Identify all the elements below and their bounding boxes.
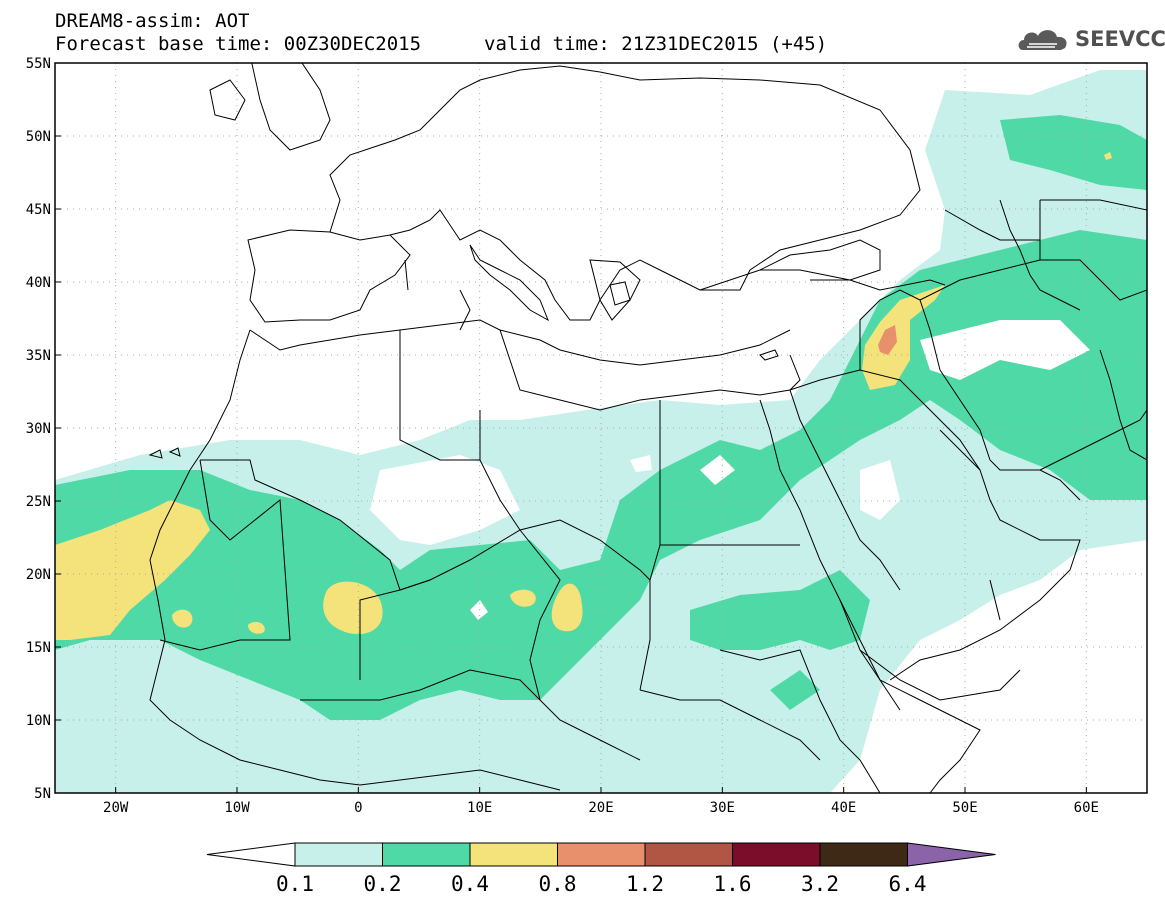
lon-label: 20W [103,800,129,816]
aot-clear-areas [370,320,1090,620]
lat-label: 55N [26,56,51,72]
longitude-labels: 20W 10W 0 10E 20E 30E 40E 50E 60E [103,787,1099,816]
lon-label: 10E [467,800,492,816]
colorbar-label: 0.4 [451,872,489,896]
aot-shading [55,70,1147,793]
lon-label: 10W [224,800,250,816]
forecast-base-time: Forecast base time: 00Z30DEC2015 [55,33,422,55]
valid-time: valid time: 21Z31DEC2015 (+45) [484,33,828,55]
lat-label: 15N [26,640,51,656]
lon-label: 50E [952,800,977,816]
colorbar-segment [469,842,558,867]
lat-label: 5N [34,786,51,802]
lon-label: 0 [354,800,362,816]
cloud-icon [1018,30,1067,50]
colorbar-segment [557,842,646,867]
logo-text: SEEVCCC [1075,27,1165,51]
lat-label: 45N [26,202,51,218]
lat-label: 20N [26,567,51,583]
aot-band-0.8 [878,325,897,355]
colorbar-label: 0.2 [364,872,402,896]
lon-label: 20E [588,800,613,816]
colorbar-segment [294,842,383,867]
colorbar-segment [732,842,821,867]
colorbar-segment [819,842,908,867]
lat-label: 50N [26,129,51,145]
lat-label: 10N [26,713,51,729]
colorbar-label: 1.6 [714,872,752,896]
aot-band-0.4 [55,152,1112,640]
colorbar-segment [644,842,733,867]
colorbar-label: 3.2 [801,872,839,896]
lon-label: 40E [831,800,856,816]
graticule [55,63,1147,793]
country-borders [148,63,1147,793]
colorbar-under-arrow [206,842,296,867]
lon-label: 30E [710,800,735,816]
map-title: DREAM8-assim: AOT [55,10,250,32]
colorbar-label: 0.8 [539,872,577,896]
colorbar-label: 1.2 [626,872,664,896]
latitude-labels: 55N 50N 45N 40N 35N 30N 25N 20N 15N 10N 5N [26,56,61,802]
lat-label: 35N [26,348,51,364]
colorbar-over-arrow [907,842,996,867]
lat-label: 25N [26,494,51,510]
lat-label: 40N [26,275,51,291]
lat-label: 30N [26,421,51,437]
lon-label: 60E [1074,800,1099,816]
colorbar-segment [382,842,471,867]
colorbar-label: 0.1 [276,872,314,896]
colorbar-label: 6.4 [889,872,927,896]
